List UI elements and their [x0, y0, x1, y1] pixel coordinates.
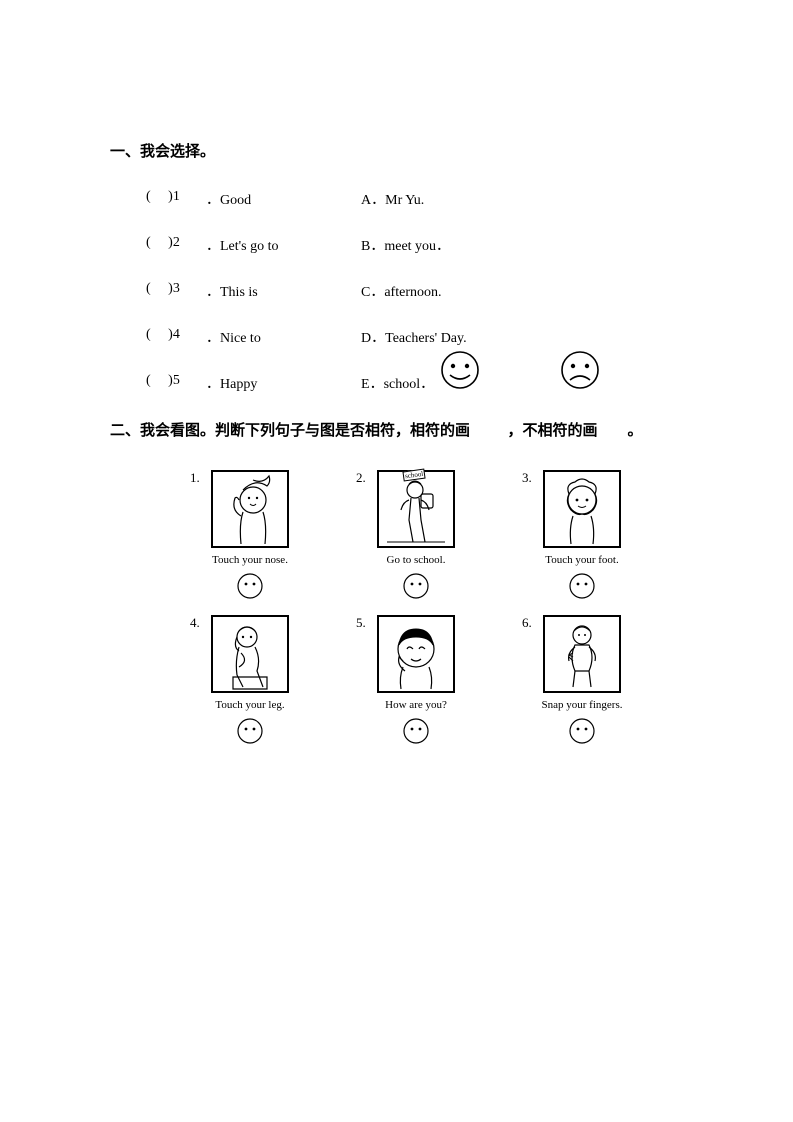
answer-face-6[interactable] — [568, 717, 596, 750]
illustration-5 — [377, 615, 455, 693]
match-row-5: ( )5 ．Happy E．school． — [146, 373, 693, 393]
right-text-1: Mr Yu. — [385, 193, 424, 208]
image-item-4: 4. Touch your leg. — [190, 615, 310, 750]
illustration-6 — [543, 615, 621, 693]
illustration-4 — [211, 615, 289, 693]
num-2: 2. — [356, 470, 366, 486]
answer-face-1[interactable] — [236, 572, 264, 605]
right-text-5: school． — [384, 377, 435, 392]
answer-face-4[interactable] — [236, 717, 264, 750]
match-row-3: ( )3 ．This is C．afternoon. — [146, 281, 693, 301]
image-item-1: 1. Touch your nose. — [190, 470, 310, 605]
match-row-2: ( )2 ．Let's go to B．meet you． — [146, 235, 693, 255]
sad-face-icon — [560, 350, 600, 395]
blank-4[interactable]: ( )4 — [146, 327, 206, 347]
illustration-2: school — [377, 470, 455, 548]
caption-1: Touch your nose. — [212, 554, 288, 566]
image-grid: 1. Touch your nose. 2. school — [190, 470, 693, 750]
caption-4: Touch your leg. — [215, 699, 284, 711]
section-1-title: 一、我会选择。 — [110, 140, 693, 161]
left-text-3: This is — [220, 285, 258, 300]
num-6: 6. — [522, 615, 532, 631]
section-2-title: 二、我会看图。判断下列句子与图是否相符，相符的画 ，不相符的画 。 — [110, 419, 693, 440]
left-text-4: Nice to — [220, 331, 261, 346]
caption-2: Go to school. — [387, 554, 446, 566]
answer-face-2[interactable] — [402, 572, 430, 605]
caption-6: Snap your fingers. — [542, 699, 623, 711]
illustration-3 — [543, 470, 621, 548]
left-text-5: Happy — [220, 377, 257, 392]
right-text-3: afternoon. — [384, 285, 441, 300]
image-item-6: 6. Snap your fingers. — [522, 615, 642, 750]
blank-2[interactable]: ( )2 — [146, 235, 206, 255]
right-letter-4: D — [361, 331, 371, 346]
right-text-4: Teachers' Day. — [385, 331, 466, 346]
left-text-2: Let's go to — [220, 239, 279, 254]
num-4: 4. — [190, 615, 200, 631]
match-row-1: ( )1 ．Good A．Mr Yu. — [146, 189, 693, 209]
answer-face-3[interactable] — [568, 572, 596, 605]
num-3: 3. — [522, 470, 532, 486]
image-item-2: 2. school Go to school. — [356, 470, 476, 605]
right-letter-5: E — [361, 377, 370, 392]
num-5: 5. — [356, 615, 366, 631]
num-1: 1. — [190, 470, 200, 486]
illustration-1 — [211, 470, 289, 548]
caption-3: Touch your foot. — [545, 554, 618, 566]
right-letter-3: C — [361, 285, 370, 300]
image-row-1: 1. Touch your nose. 2. school — [190, 470, 693, 605]
blank-1[interactable]: ( )1 — [146, 189, 206, 209]
answer-face-5[interactable] — [402, 717, 430, 750]
blank-3[interactable]: ( )3 — [146, 281, 206, 301]
match-row-4: ( )4 ．Nice to D．Teachers' Day. — [146, 327, 693, 347]
image-item-3: 3. Touch your foot. — [522, 470, 642, 605]
right-letter-2: B — [361, 239, 370, 254]
right-letter-1: A — [361, 193, 371, 208]
image-item-5: 5. How are you? — [356, 615, 476, 750]
image-row-2: 4. Touch your leg. 5. — [190, 615, 693, 750]
caption-5: How are you? — [385, 699, 447, 711]
left-text-1: Good — [220, 193, 251, 208]
blank-5[interactable]: ( )5 — [146, 373, 206, 393]
happy-face-icon — [440, 350, 480, 395]
right-text-2: meet you． — [384, 239, 450, 254]
